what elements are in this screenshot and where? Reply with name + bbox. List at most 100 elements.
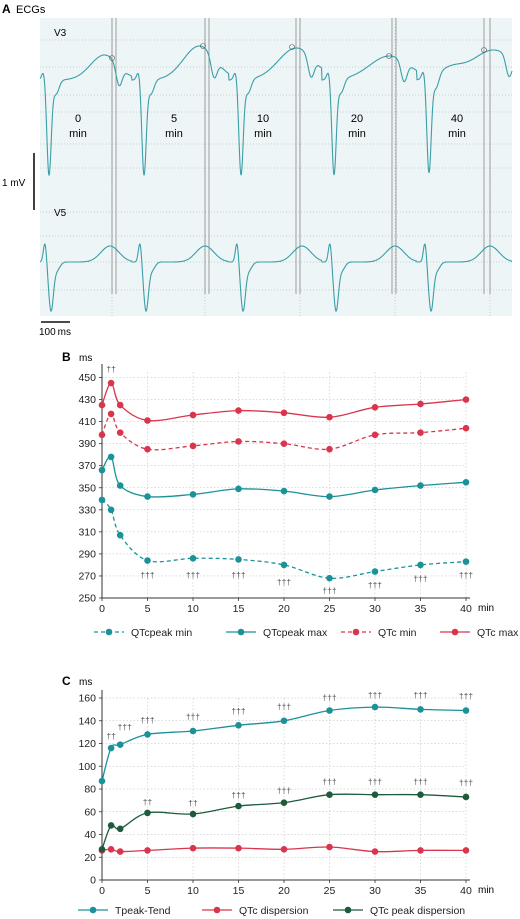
data-point (326, 574, 333, 582)
panel-b-y-unit: ms (79, 353, 92, 364)
data-point (235, 556, 242, 563)
x-tick-label: 0 (99, 603, 105, 615)
data-point (417, 847, 424, 854)
x-tick-label: 5 (145, 603, 151, 615)
data-point (462, 558, 470, 565)
significance-marker: ††† (277, 577, 291, 587)
data-point (116, 482, 124, 489)
ecg-t-peak-marker (289, 44, 295, 50)
data-point (326, 445, 333, 453)
ecg-t-peak-marker (386, 53, 392, 59)
panel-a-letter: A (2, 2, 11, 16)
significance-marker: ††† (413, 573, 427, 583)
data-point (462, 707, 470, 714)
ecg-time-unit: min (448, 128, 466, 140)
x-tick-label: 15 (233, 885, 245, 897)
y-tick-label: 370 (78, 460, 96, 472)
legend-marker (105, 628, 113, 636)
legend-marker (451, 628, 459, 636)
ecg-trace-v3 (39, 45, 513, 176)
legend-label: QTcpeak max (263, 627, 328, 639)
data-point (417, 482, 424, 489)
significance-marker: ††† (322, 586, 336, 596)
legend-label: QTcpeak min (131, 627, 192, 639)
y-tick-label: 390 (78, 438, 96, 450)
significance-marker: ††† (231, 790, 245, 800)
significance-marker: ††† (322, 692, 336, 702)
data-point (371, 486, 379, 494)
x-tick-label: 25 (324, 885, 336, 897)
amplitude-scale-label: 1 mV (2, 178, 26, 189)
data-point (417, 706, 424, 713)
ecg-time-unit: min (254, 128, 272, 140)
data-point (235, 438, 242, 445)
data-point (235, 485, 242, 493)
legend-label: QTc dispersion (239, 905, 309, 917)
data-point (326, 843, 333, 851)
data-point (144, 557, 151, 564)
significance-marker: ††† (118, 722, 132, 732)
data-point (107, 506, 115, 514)
data-point (235, 407, 242, 414)
data-point (462, 793, 470, 801)
data-point (462, 478, 470, 486)
data-point (98, 401, 106, 409)
data-point (189, 844, 197, 852)
data-point (280, 799, 288, 806)
significance-marker: †† (143, 797, 153, 807)
significance-marker: ††† (322, 776, 336, 786)
legend-label: Tpeak-Tend (115, 905, 171, 917)
ecg-trace-v5 (39, 243, 513, 313)
significance-marker: ††† (459, 570, 473, 580)
significance-marker: ††† (231, 570, 245, 580)
significance-marker: ††† (186, 712, 200, 722)
ecg-time-value: 5 (171, 113, 177, 125)
x-tick-label: 20 (278, 885, 290, 897)
data-point (98, 466, 106, 474)
y-tick-label: 160 (78, 693, 96, 705)
data-point (98, 431, 106, 439)
data-point (371, 403, 379, 411)
ecg-time-unit: min (348, 128, 366, 140)
legend-label: QTc peak dispersion (370, 905, 465, 917)
data-point (280, 561, 288, 569)
panel-b-letter: B (62, 350, 71, 364)
data-point (144, 731, 151, 738)
y-tick-label: 350 (78, 482, 96, 494)
legend-label: QTc max (477, 627, 519, 639)
dispersion-chart: C ms min 0 20 40 60 80 100 120 140 160 0 5 10 15 20 25… (62, 674, 494, 917)
y-tick-label: 410 (78, 416, 96, 428)
data-point (417, 400, 424, 408)
data-point (107, 845, 115, 853)
x-tick-label: 10 (187, 885, 199, 897)
significance-marker: ††† (459, 778, 473, 788)
significance-marker: ††† (413, 776, 427, 786)
data-point (144, 445, 151, 453)
significance-marker: ††† (277, 786, 291, 796)
data-point (107, 822, 115, 829)
significance-marker: ††† (368, 690, 382, 700)
data-point (107, 379, 115, 387)
legend-marker (344, 906, 352, 914)
y-tick-label: 310 (78, 526, 96, 538)
data-point (116, 401, 124, 409)
ecg-grid (40, 18, 512, 316)
x-tick-label: 35 (415, 603, 427, 615)
x-tick-label: 40 (460, 603, 472, 615)
y-tick-label: 290 (78, 548, 96, 560)
panel-c-legend: Tpeak-Tend QTc dispersion QTc peak dispers… (78, 905, 465, 917)
data-point (280, 409, 288, 417)
qt-intervals-chart: B ms min 2502702903103303503703904104304… (62, 350, 519, 639)
y-tick-label: 140 (78, 715, 96, 727)
significance-marker: †† (106, 731, 116, 741)
data-point (98, 496, 106, 504)
significance-marker: ††† (277, 701, 291, 711)
y-tick-label: 270 (78, 570, 96, 582)
y-tick-label: 330 (78, 504, 96, 516)
data-point (116, 825, 124, 833)
data-point (189, 555, 197, 562)
data-point (280, 845, 288, 853)
data-point (98, 777, 106, 785)
data-point (280, 717, 288, 725)
data-point (417, 429, 424, 436)
